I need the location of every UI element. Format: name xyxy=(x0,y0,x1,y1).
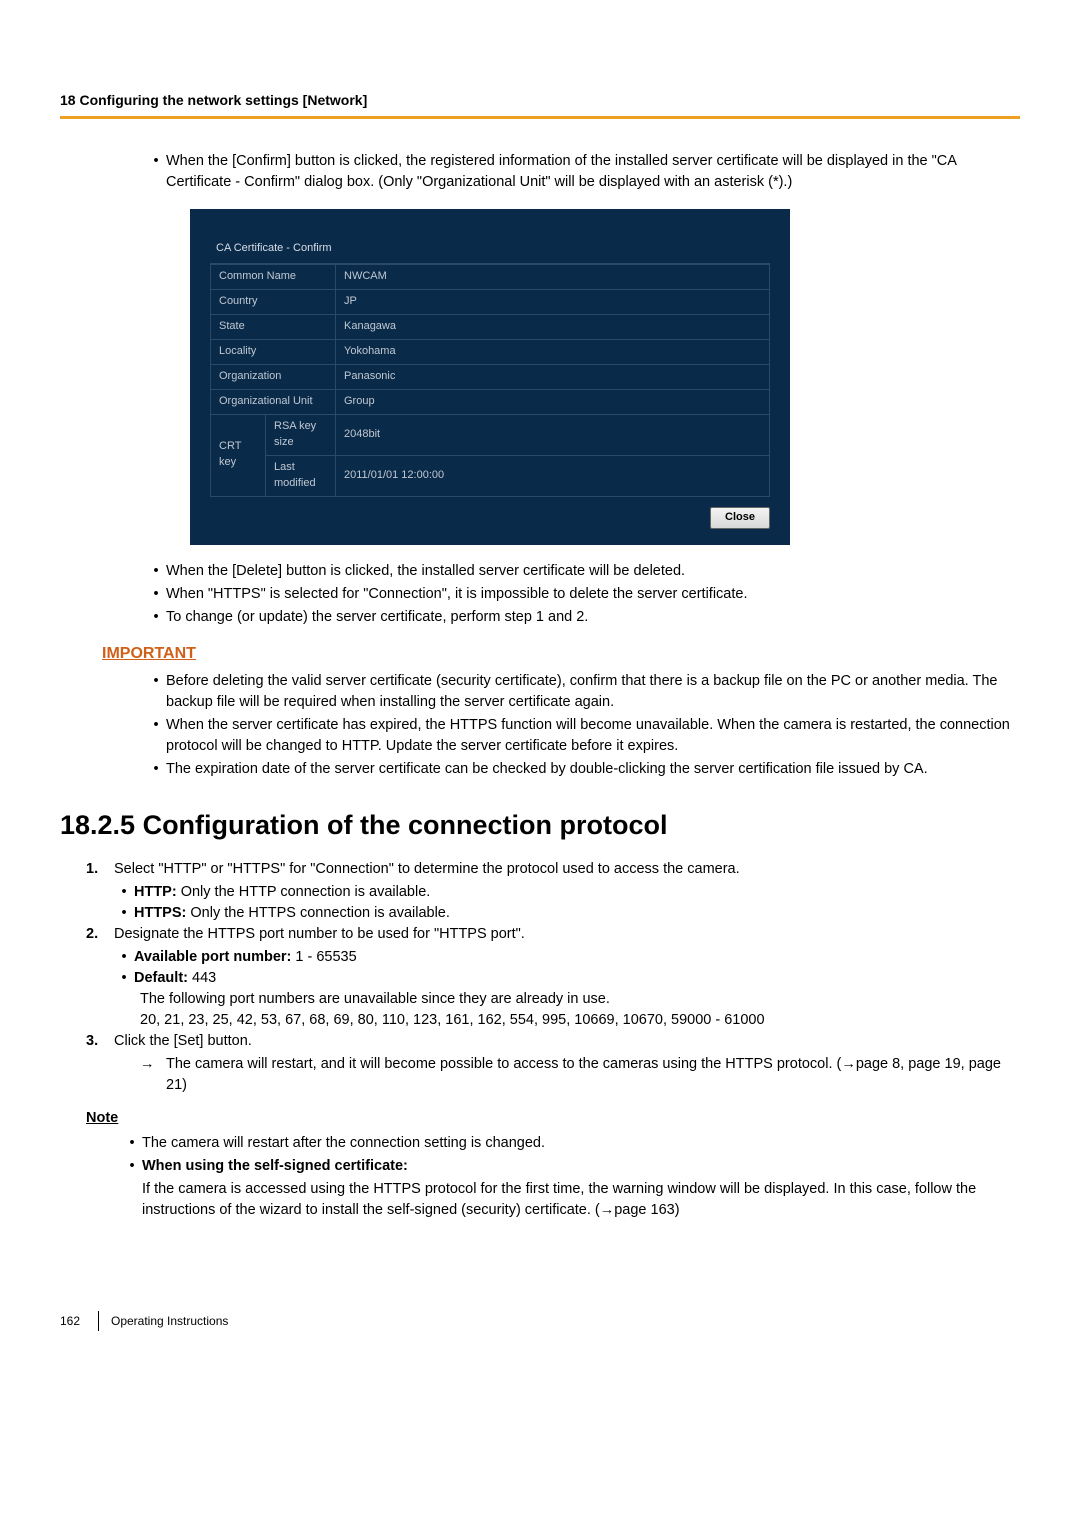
note-tail: If the camera is accessed using the HTTP… xyxy=(142,1179,1020,1221)
step-text: Click the [Set] button. xyxy=(114,1031,1020,1052)
cert-table: Common Name NWCAM Country JP State Kanag… xyxy=(210,264,770,496)
cert-value-rsa: 2048bit xyxy=(336,414,770,455)
cert-dialog-title: CA Certificate - Confirm xyxy=(210,237,770,264)
table-row: Country JP xyxy=(211,290,770,315)
table-row: Locality Yokohama xyxy=(211,340,770,365)
sub-bullet: Available port number: 1 - 65535 xyxy=(134,947,1020,968)
step-1: 1. Select "HTTP" or "HTTPS" for "Connect… xyxy=(86,859,1020,880)
cert-value-locality: Yokohama xyxy=(336,340,770,365)
cert-label-locality: Locality xyxy=(211,340,336,365)
bullet-icon: • xyxy=(114,903,134,924)
bullet-icon: • xyxy=(114,968,134,989)
bullet-icon: • xyxy=(122,1156,142,1177)
step-number: 2. xyxy=(86,924,114,945)
page-header-title: 18 Configuring the network settings [Net… xyxy=(60,90,1020,110)
cert-label-crt-key: CRT key xyxy=(211,414,266,496)
cert-sub-rsa: RSA key size xyxy=(266,414,336,455)
footer-label: Operating Instructions xyxy=(111,1313,228,1330)
bullet-icon: • xyxy=(114,947,134,968)
table-row: Last modified 2011/01/01 12:00:00 xyxy=(211,455,770,496)
step-2-tail-1: The following port numbers are unavailab… xyxy=(140,989,1020,1010)
note-bullet-text: The camera will restart after the connec… xyxy=(142,1133,1020,1154)
note-heading: Note xyxy=(86,1108,1020,1129)
bullet-icon: • xyxy=(146,607,166,628)
cert-value-modified: 2011/01/01 12:00:00 xyxy=(336,455,770,496)
section-heading: 18.2.5 Configuration of the connection p… xyxy=(60,806,1020,845)
footer-divider xyxy=(98,1311,99,1331)
post-dialog-bullets: •When the [Delete] button is clicked, th… xyxy=(146,561,1020,628)
steps-list: 1. Select "HTTP" or "HTTPS" for "Connect… xyxy=(86,859,1020,1096)
ca-certificate-dialog: CA Certificate - Confirm Common Name NWC… xyxy=(190,209,790,544)
important-bullets: •Before deleting the valid server certif… xyxy=(146,671,1020,780)
intro-bullet-block: • When the [Confirm] button is clicked, … xyxy=(146,151,1020,193)
close-button[interactable]: Close xyxy=(710,507,770,529)
header-divider xyxy=(60,116,1020,119)
sub-bullet: HTTP: Only the HTTP connection is availa… xyxy=(134,882,1020,903)
step-number: 3. xyxy=(86,1031,114,1052)
bullet-icon: • xyxy=(122,1133,142,1154)
cert-label-state: State xyxy=(211,315,336,340)
bullet-text: Before deleting the valid server certifi… xyxy=(166,671,1020,713)
bullet-icon: • xyxy=(146,584,166,605)
step-number: 1. xyxy=(86,859,114,880)
bullet-icon: • xyxy=(146,151,166,172)
cert-value-common-name: NWCAM xyxy=(336,265,770,290)
step-3: 3. Click the [Set] button. xyxy=(86,1031,1020,1052)
bullet-icon: • xyxy=(146,715,166,736)
cert-label-org-unit: Organizational Unit xyxy=(211,389,336,414)
step-text: Select "HTTP" or "HTTPS" for "Connection… xyxy=(114,859,1020,880)
note-bullet-bold: When using the self-signed certificate: xyxy=(142,1156,1020,1177)
cert-value-country: JP xyxy=(336,290,770,315)
table-row: Common Name NWCAM xyxy=(211,265,770,290)
bullet-text: The expiration date of the server certif… xyxy=(166,759,1020,780)
cert-value-organization: Panasonic xyxy=(336,365,770,390)
bullet-text: When "HTTPS" is selected for "Connection… xyxy=(166,584,1020,605)
cert-value-org-unit: Group xyxy=(336,389,770,414)
note-bullets: •The camera will restart after the conne… xyxy=(122,1133,1020,1177)
table-row: Organizational Unit Group xyxy=(211,389,770,414)
important-heading: IMPORTANT xyxy=(102,642,1020,665)
step-2: 2. Designate the HTTPS port number to be… xyxy=(86,924,1020,945)
step-2-tail-2: 20, 21, 23, 25, 42, 53, 67, 68, 69, 80, … xyxy=(140,1010,1020,1031)
table-row: State Kanagawa xyxy=(211,315,770,340)
table-row: CRT key RSA key size 2048bit xyxy=(211,414,770,455)
step-text: Designate the HTTPS port number to be us… xyxy=(114,924,1020,945)
page-number: 162 xyxy=(60,1313,98,1330)
bullet-text: When the [Delete] button is clicked, the… xyxy=(166,561,1020,582)
intro-bullet-text: When the [Confirm] button is clicked, th… xyxy=(166,151,1020,193)
bullet-icon: • xyxy=(114,882,134,903)
sub-bullet: Default: 443 xyxy=(134,968,1020,989)
arrow-icon: → xyxy=(140,1054,166,1075)
bullet-icon: • xyxy=(146,561,166,582)
sub-bullet: HTTPS: Only the HTTPS connection is avai… xyxy=(134,903,1020,924)
cert-value-state: Kanagawa xyxy=(336,315,770,340)
bullet-icon: • xyxy=(146,671,166,692)
step-3-result: → The camera will restart, and it will b… xyxy=(140,1054,1020,1096)
bullet-text: To change (or update) the server certifi… xyxy=(166,607,1020,628)
page-footer: 162 Operating Instructions xyxy=(60,1311,1020,1331)
cert-label-organization: Organization xyxy=(211,365,336,390)
cert-sub-modified: Last modified xyxy=(266,455,336,496)
cert-label-country: Country xyxy=(211,290,336,315)
bullet-text: When the server certificate has expired,… xyxy=(166,715,1020,757)
result-text: The camera will restart, and it will bec… xyxy=(166,1054,1020,1096)
bullet-icon: • xyxy=(146,759,166,780)
table-row: Organization Panasonic xyxy=(211,365,770,390)
cert-label-common-name: Common Name xyxy=(211,265,336,290)
